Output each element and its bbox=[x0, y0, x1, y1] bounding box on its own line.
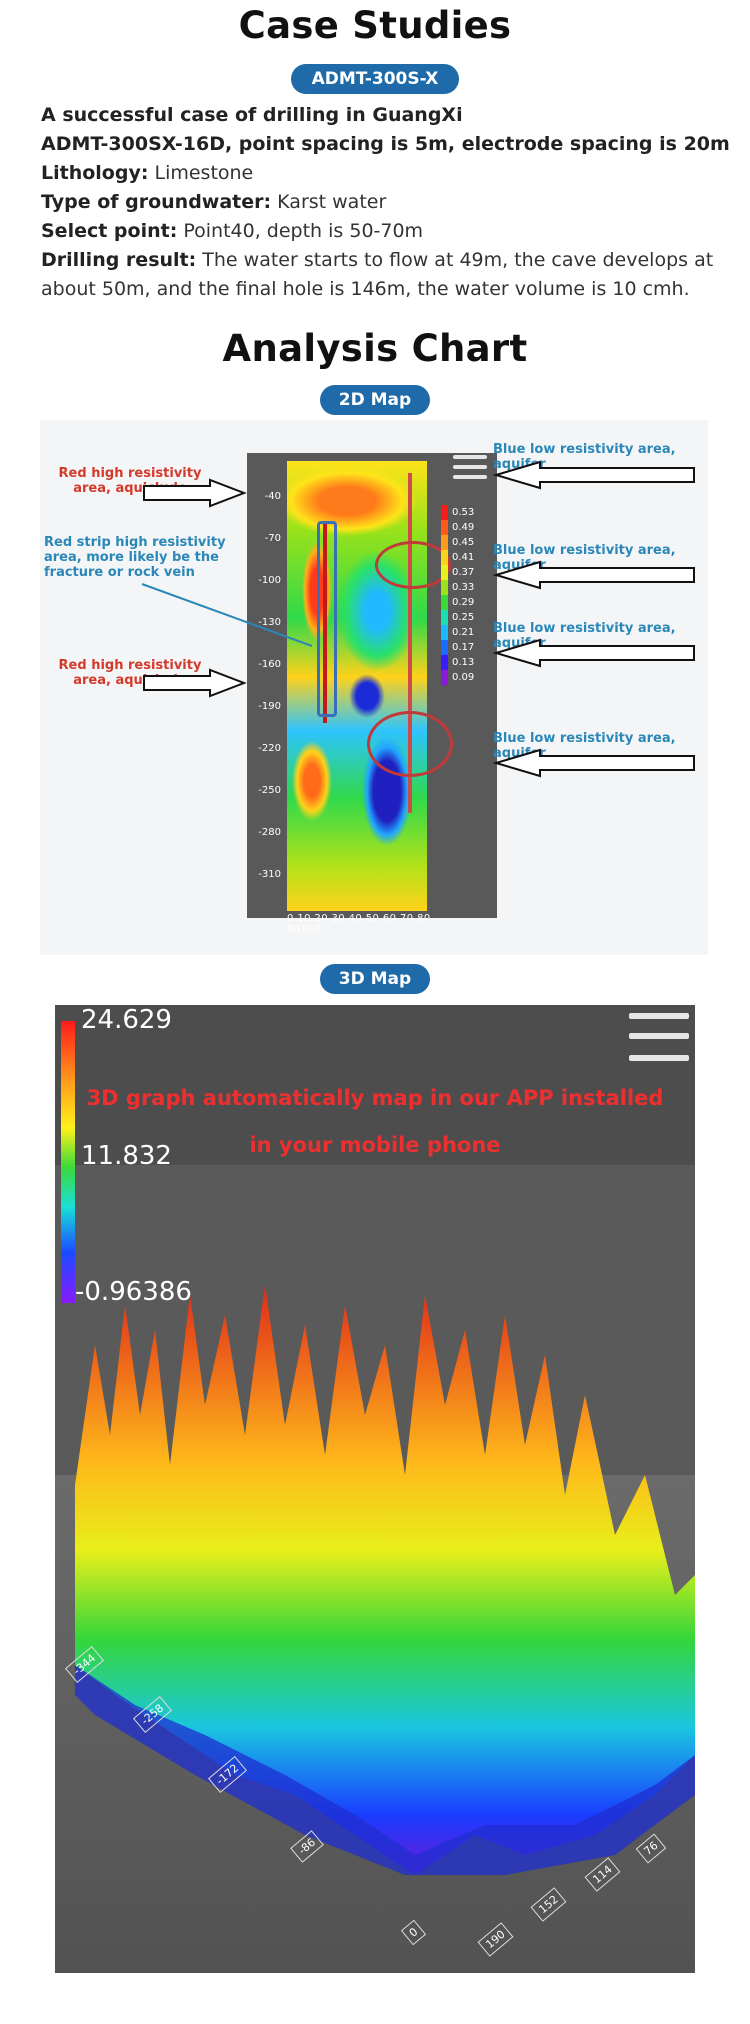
drilling-result-value: The water starts to flow at 49m, the cav… bbox=[41, 249, 714, 300]
y-tick-label: -250 bbox=[258, 785, 281, 796]
red-strip-marker bbox=[323, 523, 327, 723]
legend-value: 0.45 bbox=[452, 537, 475, 548]
legend-value: 0.17 bbox=[452, 642, 475, 653]
legend-swatch bbox=[441, 520, 448, 535]
y-tick-label: -220 bbox=[258, 743, 281, 754]
menu-icon-line bbox=[453, 475, 487, 479]
badge-2d-map: 2D Map bbox=[320, 385, 430, 415]
groundwater-label: Type of groundwater: bbox=[41, 191, 272, 213]
legend-swatch bbox=[441, 580, 448, 595]
badge-3d-map: 3D Map bbox=[320, 964, 430, 994]
drill-line bbox=[408, 473, 412, 813]
map-3d-panel: 24.629 11.832 -0.96386 3D graph automati… bbox=[55, 1005, 695, 1973]
legend-value: 0.09 bbox=[452, 672, 475, 683]
resistivity-legend: 0.53 0.49 0.45 0.41 0.37 0.33 0.29 0.25 0.21 0.17… bbox=[441, 505, 491, 685]
arrow-right-icon bbox=[143, 478, 247, 508]
analysis-title: Analysis Chart bbox=[222, 327, 528, 370]
aquifer-ring bbox=[375, 541, 451, 589]
annotation-blue-1: Blue low resistivity area, aquifer bbox=[493, 442, 676, 472]
legend-entry: 0.41 bbox=[441, 550, 491, 565]
model-badge: ADMT-300S-X bbox=[291, 64, 459, 94]
select-point-label: Select point: bbox=[41, 220, 178, 242]
resistivity-2d-plot: -40 -70 -100 -130 -160 -190 -220 -250 -280 -310 0… bbox=[247, 453, 497, 935]
legend-value: 0.37 bbox=[452, 567, 475, 578]
legend-swatch bbox=[441, 535, 448, 550]
legend-entry: 0.09 bbox=[441, 670, 491, 685]
legend-swatch bbox=[441, 670, 448, 685]
legend-entry: 0.13 bbox=[441, 655, 491, 670]
aquifer-ring bbox=[367, 711, 453, 777]
menu-icon-line bbox=[629, 1033, 689, 1039]
scale-max: 24.629 bbox=[81, 1005, 172, 1035]
legend-entry: 0.53 bbox=[441, 505, 491, 520]
lithology-label: Lithology: bbox=[41, 162, 149, 184]
legend-value: 0.25 bbox=[452, 612, 475, 623]
legend-value: 0.53 bbox=[452, 507, 475, 518]
legend-swatch bbox=[441, 565, 448, 580]
legend-swatch bbox=[441, 595, 448, 610]
scale-min: -0.96386 bbox=[75, 1277, 192, 1307]
y-tick-label: -160 bbox=[258, 659, 281, 670]
note-3d: 3D graph automatically map in our APP in… bbox=[55, 1075, 695, 1169]
y-tick-label: -70 bbox=[264, 533, 281, 544]
legend-entry: 0.29 bbox=[441, 595, 491, 610]
legend-entry: 0.37 bbox=[441, 565, 491, 580]
y-tick-label: -310 bbox=[258, 869, 281, 880]
arrow-left-icon bbox=[492, 638, 695, 668]
scale-mid: 11.832 bbox=[81, 1141, 172, 1171]
legend-swatch bbox=[441, 550, 448, 565]
menu-icon-line bbox=[453, 465, 487, 469]
y-tick-label: -280 bbox=[258, 827, 281, 838]
arrow-right-icon bbox=[143, 668, 247, 698]
color-scale-bar bbox=[61, 1021, 75, 1303]
map-2d-panel: -40 -70 -100 -130 -160 -190 -220 -250 -280 -310 0… bbox=[40, 420, 708, 955]
y-tick-label: -130 bbox=[258, 617, 281, 628]
menu-icon-line bbox=[629, 1055, 689, 1061]
y-tick-label: -190 bbox=[258, 701, 281, 712]
resistivity-field bbox=[287, 461, 427, 911]
surface-3d bbox=[75, 1285, 695, 1875]
arrow-left-icon bbox=[492, 560, 695, 590]
lithology-value: Limestone bbox=[154, 162, 254, 184]
legend-entry: 0.33 bbox=[441, 580, 491, 595]
y-tick-label: -100 bbox=[258, 575, 281, 586]
arrow-left-icon bbox=[492, 460, 695, 490]
case-line1: A successful case of drilling in GuangXi bbox=[41, 104, 463, 126]
legend-swatch bbox=[441, 640, 448, 655]
legend-entry: 0.21 bbox=[441, 625, 491, 640]
groundwater-value: Karst water bbox=[277, 191, 387, 213]
case-description: A successful case of drilling in GuangXi… bbox=[41, 101, 731, 304]
arrow-left-icon bbox=[492, 748, 695, 778]
x-axis: 0 10 20 30 40 50 60 70 80 90100 bbox=[287, 913, 431, 935]
legend-swatch bbox=[441, 655, 448, 670]
drilling-result-label: Drilling result: bbox=[41, 249, 197, 271]
page-title: Case Studies bbox=[238, 4, 512, 47]
pointer-line bbox=[141, 583, 313, 647]
legend-swatch bbox=[441, 505, 448, 520]
legend-swatch bbox=[441, 625, 448, 640]
legend-entry: 0.45 bbox=[441, 535, 491, 550]
y-tick-label: -40 bbox=[264, 491, 281, 502]
legend-entry: 0.25 bbox=[441, 610, 491, 625]
legend-value: 0.21 bbox=[452, 627, 475, 638]
legend-value: 0.49 bbox=[452, 522, 475, 533]
legend-swatch bbox=[441, 610, 448, 625]
legend-entry: 0.17 bbox=[441, 640, 491, 655]
legend-value: 0.13 bbox=[452, 657, 475, 668]
menu-icon[interactable] bbox=[629, 1013, 689, 1019]
menu-icon[interactable] bbox=[453, 455, 487, 459]
note-3d-line1: 3D graph automatically map in our APP in… bbox=[86, 1086, 664, 1110]
case-line2: ADMT-300SX-16D, point spacing is 5m, ele… bbox=[41, 133, 730, 155]
annotation-teal-strip: Red strip high resistivity area, more li… bbox=[44, 535, 226, 580]
legend-value: 0.41 bbox=[452, 552, 475, 563]
legend-entry: 0.49 bbox=[441, 520, 491, 535]
strip-outline bbox=[317, 521, 337, 717]
legend-value: 0.33 bbox=[452, 582, 475, 593]
note-3d-line2: in your mobile phone bbox=[249, 1133, 501, 1157]
select-point-value: Point40, depth is 50-70m bbox=[183, 220, 424, 242]
legend-value: 0.29 bbox=[452, 597, 475, 608]
